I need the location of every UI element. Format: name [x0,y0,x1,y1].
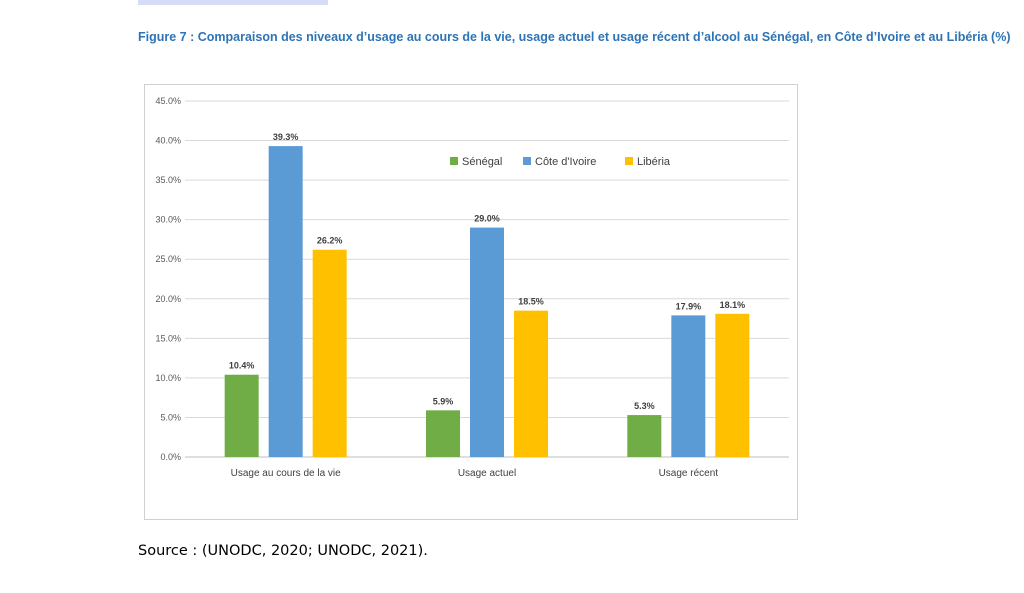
data-label: 17.9% [676,301,702,311]
legend-label: Côte d'Ivoire [535,156,596,168]
data-label: 18.1% [720,300,746,310]
legend-swatch [625,157,633,165]
y-tick-label: 40.0% [155,136,181,146]
x-tick-label: Usage au cours de la vie [231,468,342,479]
bar [671,315,706,457]
data-label: 39.3% [273,132,299,142]
y-tick-label: 5.0% [160,412,181,422]
data-label: 5.3% [634,401,655,411]
bar [715,313,750,457]
source-citation: Source : (UNODC, 2020; UNODC, 2021). [138,543,428,559]
data-label: 26.2% [317,236,343,246]
data-label: 18.5% [518,297,544,307]
y-tick-label: 30.0% [155,215,181,225]
bar [470,227,504,457]
legend-label: Sénégal [462,156,502,168]
y-tick-label: 25.0% [155,254,181,264]
bar [268,146,303,458]
chart-canvas: 0.0% 5.0% 10.0% 15.0% 20.0% 25.0% 30.0% 35.0% 40… [155,96,789,479]
y-tick-label: 0.0% [160,452,181,462]
text-highlight [138,0,328,5]
data-label: 29.0% [474,214,500,224]
data-label: 10.4% [229,361,255,371]
bar [426,410,460,457]
y-tick-label: 15.0% [155,333,181,343]
bar [224,374,259,457]
x-tick-label: Usage actuel [458,468,516,479]
y-tick-label: 45.0% [155,96,181,106]
x-tick-label: Usage récent [659,468,719,479]
bar [627,415,662,457]
legend-swatch [523,157,531,165]
bar [312,249,347,457]
y-tick-label: 20.0% [155,294,181,304]
legend-label: Libéria [637,156,671,168]
figure-caption: Figure 7 : Comparaison des niveaux d’usa… [138,30,1011,44]
y-tick-label: 10.0% [155,373,181,383]
legend-swatch [450,157,458,165]
bar [514,310,548,457]
data-label: 5.9% [433,396,454,406]
y-tick-label: 35.0% [155,175,181,185]
bar-chart: 0.0% 5.0% 10.0% 15.0% 20.0% 25.0% 30.0% 35.0% 40… [144,84,798,520]
